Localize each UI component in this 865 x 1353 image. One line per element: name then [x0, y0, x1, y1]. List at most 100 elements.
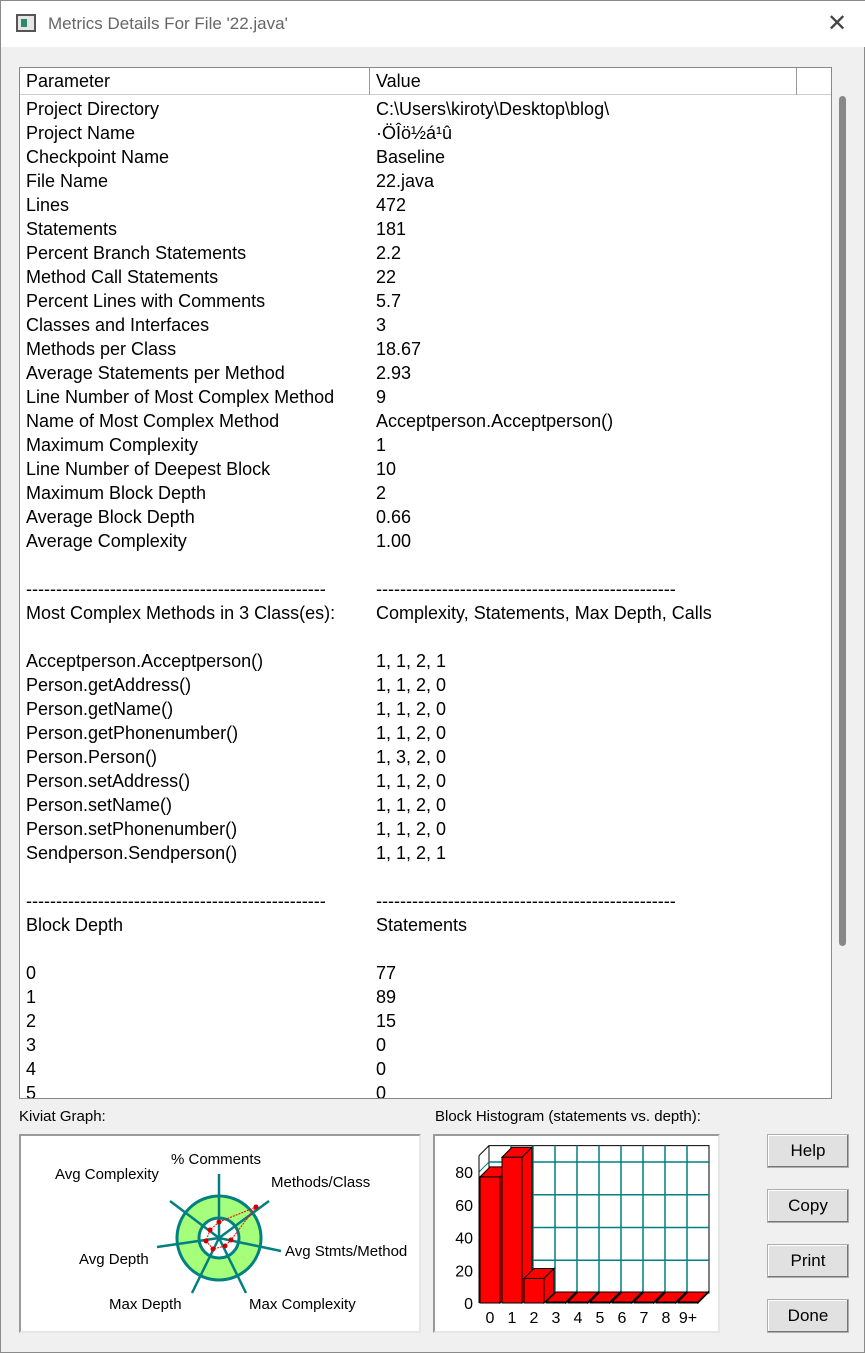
- table-row[interactable]: Person.setPhonenumber() 1, 1, 2, 0: [20, 817, 831, 841]
- list-rows: Project Directory C:\Users\kiroty\Desktop…: [20, 97, 831, 1098]
- table-row[interactable]: Method Call Statements 22: [20, 265, 831, 289]
- column-header-value[interactable]: Value: [370, 68, 797, 95]
- print-button[interactable]: Print: [767, 1244, 849, 1278]
- value-cell: 22: [376, 267, 397, 287]
- kiviat-axis-label: % Comments: [171, 1151, 261, 1168]
- table-row[interactable]: Statements 181: [20, 217, 831, 241]
- histogram-xtick-label: 8: [662, 1310, 671, 1327]
- value-cell: [371, 865, 376, 889]
- histogram-ytick-label: 0: [464, 1296, 473, 1313]
- table-row[interactable]: Name of Most Complex Method Acceptperson.…: [20, 409, 831, 433]
- histogram-xtick-label: 0: [486, 1310, 495, 1327]
- table-row[interactable]: Sendperson.Sendperson() 1, 1, 2, 1: [20, 841, 831, 865]
- table-row[interactable]: Average Block Depth 0.66: [20, 505, 831, 529]
- parameter-cell: Block Depth: [26, 915, 124, 935]
- table-row[interactable]: Person.setAddress() 1, 1, 2, 0: [20, 769, 831, 793]
- table-row[interactable]: 0 77: [20, 961, 831, 985]
- value-cell: 1, 1, 2, 0: [376, 795, 447, 815]
- table-row[interactable]: ----------------------------------------…: [20, 577, 831, 601]
- scrollbar-thumb[interactable]: [839, 96, 846, 946]
- value-cell: ----------------------------------------…: [376, 891, 676, 911]
- parameter-cell: Name of Most Complex Method: [26, 411, 280, 431]
- parameter-cell: Person.setPhonenumber(): [26, 819, 238, 839]
- table-row[interactable]: Line Number of Deepest Block 10: [20, 457, 831, 481]
- table-row[interactable]: Most Complex Methods in 3 Class(es): Comp…: [20, 601, 831, 625]
- value-cell: 1, 1, 2, 0: [376, 699, 447, 719]
- parameter-cell: Project Name: [26, 123, 136, 143]
- table-row[interactable]: Percent Branch Statements 2.2: [20, 241, 831, 265]
- histogram-ytick-label: 80: [455, 1165, 473, 1182]
- value-cell: Statements: [376, 915, 468, 935]
- table-row[interactable]: [20, 553, 831, 577]
- table-row[interactable]: Project Directory C:\Users\kiroty\Desktop…: [20, 97, 831, 121]
- parameter-cell: 2: [26, 1011, 37, 1031]
- table-row[interactable]: Person.getPhonenumber() 1, 1, 2, 0: [20, 721, 831, 745]
- table-row[interactable]: Line Number of Most Complex Method 9: [20, 385, 831, 409]
- table-row[interactable]: Percent Lines with Comments 5.7: [20, 289, 831, 313]
- value-cell: 1.00: [376, 531, 412, 551]
- table-row[interactable]: [20, 937, 831, 961]
- metrics-list[interactable]: Parameter Value Project Directory C:\User…: [19, 67, 832, 1099]
- value-cell: 1: [376, 435, 387, 455]
- table-row[interactable]: Maximum Complexity 1: [20, 433, 831, 457]
- table-row[interactable]: 1 89: [20, 985, 831, 1009]
- help-button[interactable]: Help: [767, 1134, 849, 1168]
- table-row[interactable]: Acceptperson.Acceptperson() 1, 1, 2, 1: [20, 649, 831, 673]
- value-cell: Complexity, Statements, Max Depth, Calls: [376, 603, 712, 623]
- parameter-cell: Person.getPhonenumber(): [26, 723, 239, 743]
- close-icon[interactable]: ✕: [826, 10, 848, 37]
- value-cell: 2.93: [376, 363, 412, 383]
- table-row[interactable]: Person.Person() 1, 3, 2, 0: [20, 745, 831, 769]
- value-cell: 22.java: [376, 171, 435, 191]
- histogram-label: Block Histogram (statements vs. depth):: [435, 1108, 701, 1125]
- parameter-cell: Lines: [26, 195, 70, 215]
- table-row[interactable]: [20, 625, 831, 649]
- parameter-cell: Project Directory: [26, 99, 160, 119]
- kiviat-axis-label: Max Depth: [109, 1296, 182, 1313]
- table-row[interactable]: [20, 865, 831, 889]
- table-row[interactable]: Block Depth Statements: [20, 913, 831, 937]
- table-row[interactable]: ----------------------------------------…: [20, 889, 831, 913]
- kiviat-svg: % Comments Methods/Class Avg Stmts/Method M…: [55, 1151, 407, 1313]
- table-row[interactable]: Checkpoint Name Baseline: [20, 145, 831, 169]
- parameter-cell: Person.getAddress(): [26, 675, 192, 695]
- value-cell: Acceptperson.Acceptperson(): [376, 411, 614, 431]
- vertical-scrollbar[interactable]: [837, 94, 849, 1097]
- table-row[interactable]: 2 15: [20, 1009, 831, 1033]
- parameter-cell: Average Statements per Method: [26, 363, 285, 383]
- table-row[interactable]: Classes and Interfaces 3: [20, 313, 831, 337]
- histogram-xtick-label: 3: [552, 1310, 561, 1327]
- table-row[interactable]: Person.getAddress() 1, 1, 2, 0: [20, 673, 831, 697]
- parameter-cell: 0: [26, 963, 37, 983]
- histogram-ytick-label: 60: [455, 1198, 473, 1215]
- parameter-cell: Acceptperson.Acceptperson(): [26, 651, 264, 671]
- histogram-xtick-label: 1: [508, 1310, 517, 1327]
- table-row[interactable]: Maximum Block Depth 2: [20, 481, 831, 505]
- table-row[interactable]: Person.getName() 1, 1, 2, 0: [20, 697, 831, 721]
- table-row[interactable]: Average Statements per Method 2.93: [20, 361, 831, 385]
- histogram-xtick-label: 9+: [679, 1310, 697, 1327]
- table-row[interactable]: File Name 22.java: [20, 169, 831, 193]
- value-cell: 2.2: [376, 243, 402, 263]
- value-cell: ·ÖÎö½á¹û: [376, 123, 453, 143]
- table-row[interactable]: Methods per Class 18.67: [20, 337, 831, 361]
- parameter-cell: Methods per Class: [26, 339, 177, 359]
- parameter-cell: Maximum Complexity: [26, 435, 199, 455]
- column-header-parameter[interactable]: Parameter: [20, 68, 370, 95]
- histogram-xtick-label: 5: [596, 1310, 605, 1327]
- parameter-cell: Person.setAddress(): [26, 771, 191, 791]
- value-cell: 472: [376, 195, 407, 215]
- kiviat-data-point: [203, 1238, 209, 1244]
- table-row[interactable]: Project Name ·ÖÎö½á¹û: [20, 121, 831, 145]
- table-row[interactable]: Person.setName() 1, 1, 2, 0: [20, 793, 831, 817]
- done-button[interactable]: Done: [767, 1299, 849, 1333]
- table-row[interactable]: Average Complexity 1.00: [20, 529, 831, 553]
- app-icon: [16, 14, 36, 32]
- copy-button[interactable]: Copy: [767, 1189, 849, 1223]
- table-row[interactable]: Lines 472: [20, 193, 831, 217]
